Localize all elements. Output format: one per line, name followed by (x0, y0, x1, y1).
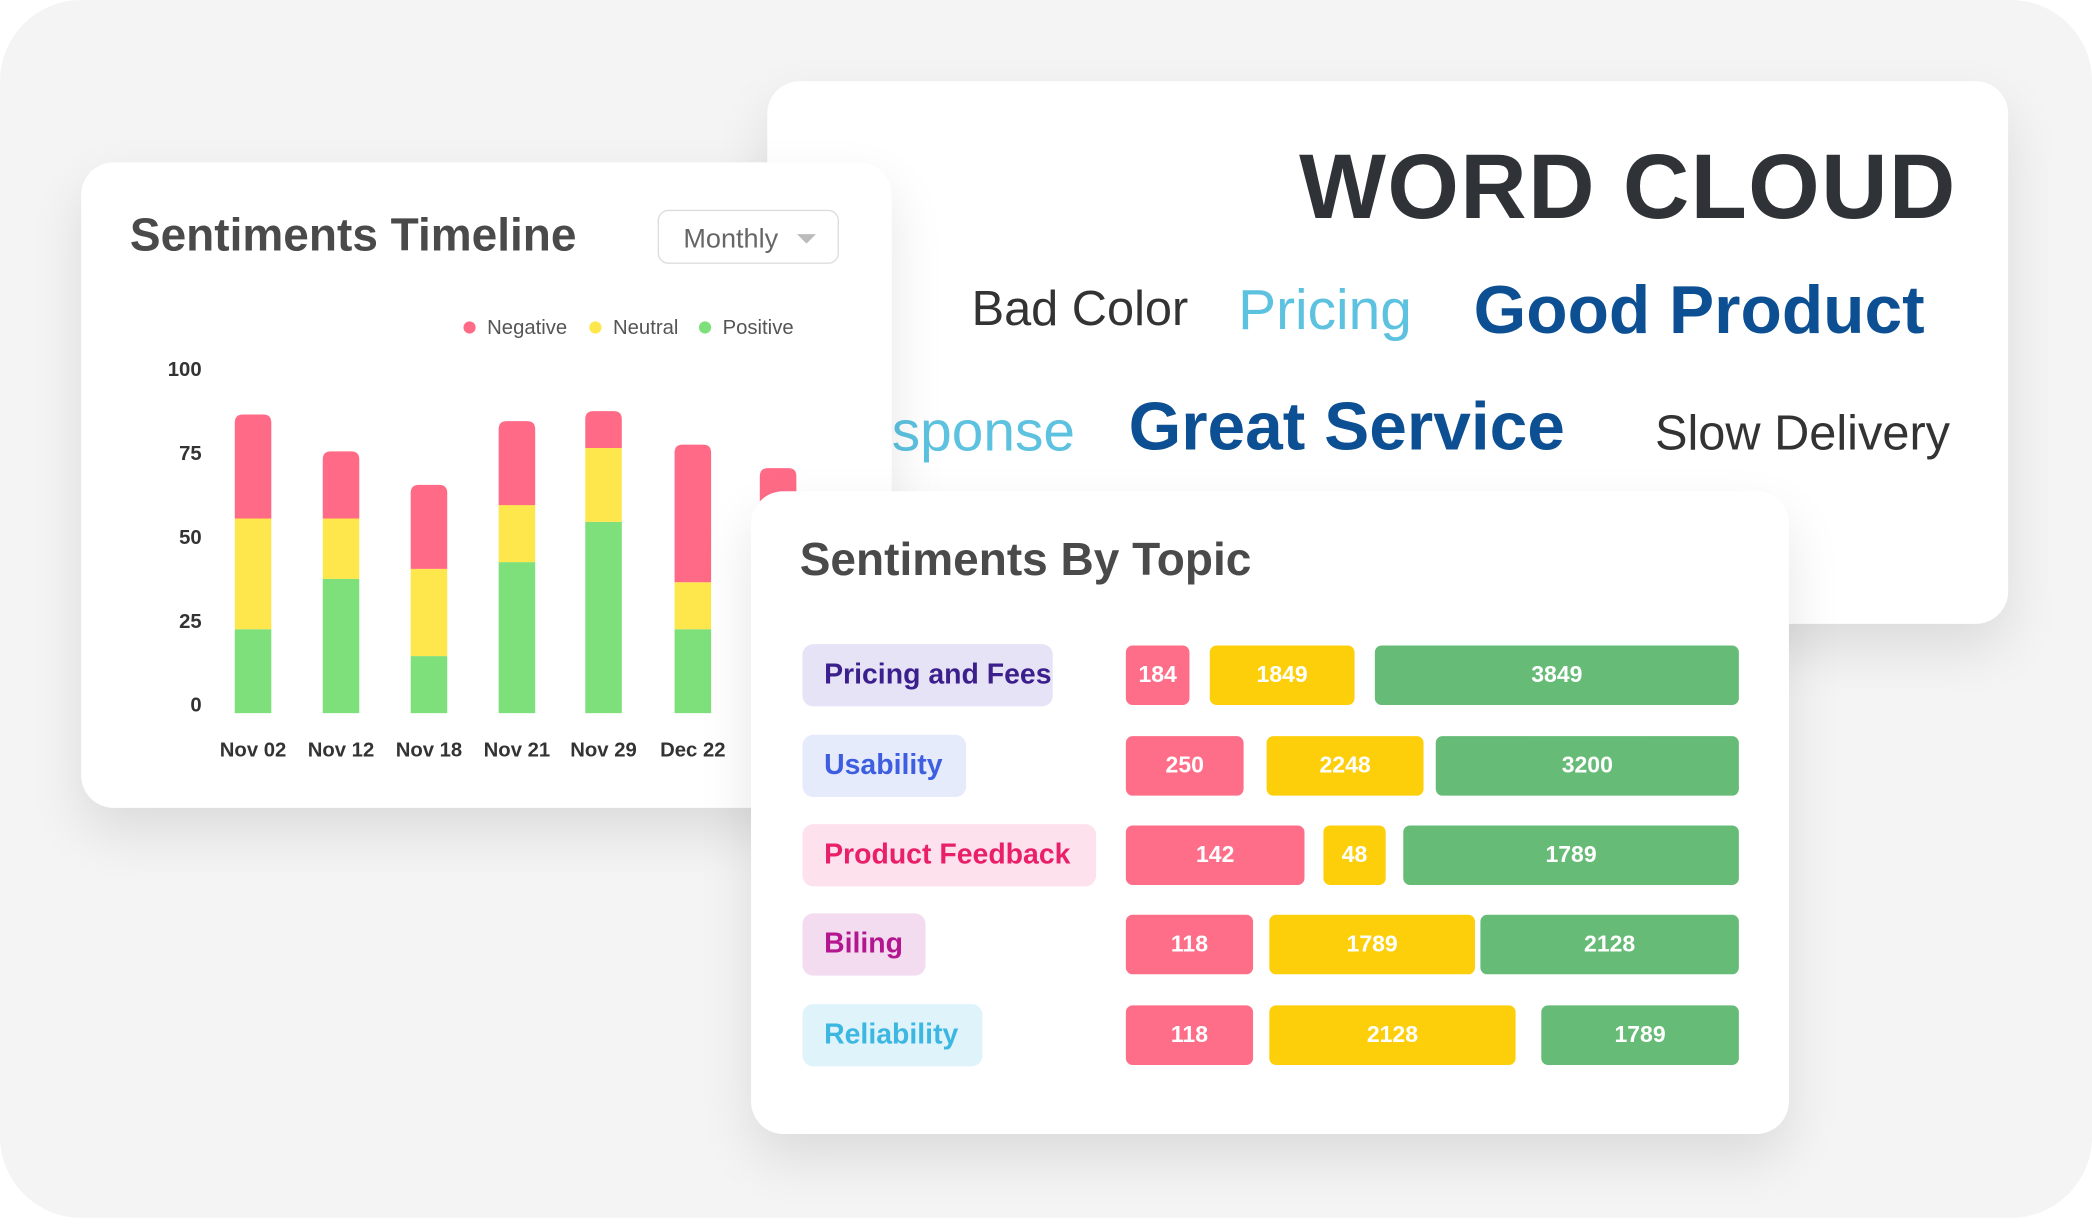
y-tick-label: 50 (179, 527, 202, 549)
bar-segment (585, 521, 622, 714)
bar-segment (234, 414, 272, 519)
bar-segment (410, 656, 448, 714)
legend-dot (589, 321, 602, 334)
timeline-chart: 0 25 50 75 100 Negative Neutral Positive Nov 02 N… (168, 317, 797, 761)
topic-neutral-bar: 1789 (1269, 914, 1475, 975)
topic-positive-bar: 3849 (1374, 645, 1739, 706)
topics-card: Sentiments By Topic Pricing and Fees 184 1… (751, 491, 1789, 1134)
word: Slow Delivery (1654, 404, 1951, 461)
topic-label: Usability (802, 734, 967, 798)
topic-positive-bar: 3200 (1435, 736, 1739, 796)
legend-label: Negative (487, 317, 567, 339)
bar-segment (410, 484, 448, 569)
bar-segment (585, 411, 622, 449)
topic-negative-bar: 184 (1125, 645, 1190, 706)
topic-positive-bar: 1789 (1541, 1005, 1739, 1065)
word: Bad Color (971, 280, 1189, 336)
word: Pricing (1238, 277, 1412, 342)
bar-segment (498, 421, 536, 506)
x-tick-label: Nov 29 (570, 739, 637, 761)
x-tick-label: Nov 12 (308, 739, 375, 761)
bar-segment (322, 451, 360, 519)
bar-segment (585, 448, 622, 522)
topic-negative-bar: 118 (1125, 914, 1254, 975)
y-tick-label: 25 (179, 611, 202, 633)
bar-segment (234, 518, 272, 630)
dropdown-caret[interactable] (797, 234, 816, 244)
topic-label: Biling (802, 913, 926, 976)
bar-segment (674, 582, 712, 630)
word: Good Product (1473, 271, 1925, 348)
topic-label: Reliability (802, 1004, 983, 1067)
bar-segment (234, 629, 272, 714)
legend-label: Positive (723, 317, 794, 339)
topic-neutral-bar: 48 (1323, 825, 1386, 885)
legend-dot (698, 321, 712, 334)
x-tick-label: Dec 22 (660, 739, 725, 761)
legend-label: Neutral (613, 317, 678, 339)
legend-dot (463, 321, 476, 334)
bar-segment (674, 629, 712, 714)
topic-label: Product Feedback (802, 824, 1097, 887)
y-tick-label: 0 (190, 695, 201, 717)
bar-segment (674, 444, 712, 583)
bar-segment (498, 562, 536, 714)
topic-negative-bar: 118 (1125, 1005, 1254, 1065)
word-cloud-title: WORD CLOUD (1299, 135, 1957, 239)
y-tick-label: 100 (168, 359, 202, 381)
x-tick-label: Nov 02 (220, 739, 287, 761)
topic-positive-bar: 2128 (1480, 914, 1739, 975)
topic-neutral-bar: 2248 (1266, 736, 1424, 796)
period-dropdown[interactable]: Monthly (657, 209, 839, 264)
topic-label: Pricing and Fees (802, 644, 1053, 707)
bar-segment (322, 518, 360, 579)
topic-neutral-bar: 1849 (1209, 645, 1355, 706)
chart-group: 0 25 50 75 100 Negative Neutral Positive Nov 02 N… (168, 317, 797, 761)
topic-negative-bar: 250 (1125, 736, 1244, 796)
topic-neutral-bar: 2128 (1269, 1005, 1516, 1065)
y-tick-label: 75 (179, 443, 202, 465)
bar-segment (410, 568, 448, 657)
timeline-title: Sentiments Timeline (129, 209, 577, 262)
word: Great Service (1128, 388, 1565, 465)
topics-title: Sentiments By Topic (799, 534, 1252, 586)
bar-segment (322, 578, 360, 714)
x-tick-label: Nov 21 (484, 739, 551, 761)
topic-negative-bar: 142 (1125, 825, 1305, 885)
topic-positive-bar: 1789 (1403, 825, 1739, 885)
dropdown-label[interactable]: Monthly (683, 224, 779, 255)
bar-segment (498, 505, 536, 563)
x-tick-label: Nov 18 (396, 739, 463, 761)
word: sponse (891, 399, 1076, 463)
